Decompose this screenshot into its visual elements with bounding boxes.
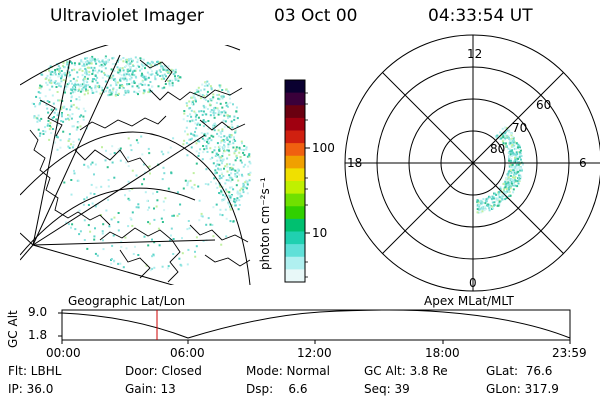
time-tick-0000: 00:00: [46, 346, 81, 360]
info-seq: Seq: 39: [364, 382, 410, 396]
colorbar-minor-ticks: [305, 92, 308, 278]
gc-alt-axis-label: GC Alt: [6, 310, 20, 348]
polar-grid: [344, 34, 600, 292]
info-mode: Mode: Normal: [246, 364, 330, 378]
colorbar-label: photon cm⁻²s⁻¹: [258, 177, 272, 270]
info-glat: GLat: 76.6: [486, 364, 553, 378]
strip-ticks: [58, 312, 571, 344]
map-grid: [20, 45, 251, 285]
info-door: Door: Closed: [125, 364, 202, 378]
gc-alt-curve: [61, 309, 571, 339]
mlt-label-0: 0: [469, 276, 477, 290]
date-label: 03 Oct 00: [274, 6, 358, 26]
info-dsp: Dsp: 6.6: [246, 382, 308, 396]
info-glon: GLon: 317.9: [486, 382, 559, 396]
colorbar-tick-100: 100: [312, 141, 335, 155]
gc-alt-tick-1-8: 1.8: [28, 328, 48, 342]
geographic-caption: Geographic Lat/Lon: [68, 294, 186, 308]
polar-auroral-oval: [476, 126, 524, 214]
polar-plot: [344, 34, 600, 292]
colorbar: [284, 79, 310, 283]
info-flt: Flt: LBHL: [8, 364, 62, 378]
geographic-map: [20, 45, 252, 285]
info-gc-alt: GC Alt: 3.8 Re: [364, 364, 448, 378]
colorbar-tick-10: 10: [312, 226, 328, 240]
auroral-emission-dots: [31, 55, 252, 272]
info-gain: Gain: 13: [125, 382, 176, 396]
apex-caption: Apex MLat/MLT: [424, 294, 514, 308]
mlt-label-18: 18: [347, 156, 363, 170]
lat-label-70: 70: [512, 121, 528, 135]
time-tick-0600: 06:00: [170, 346, 205, 360]
lat-label-60: 60: [536, 98, 552, 112]
mlt-label-6: 6: [579, 156, 587, 170]
mlt-label-12: 12: [467, 47, 483, 61]
app-title: Ultraviolet Imager: [50, 6, 204, 26]
coastlines: [29, 59, 251, 283]
gc-alt-strip: [58, 309, 571, 344]
gc-alt-tick-9: 9.0: [28, 305, 48, 319]
info-ip: IP: 36.0: [8, 382, 54, 396]
time-tick-1800: 18:00: [425, 346, 460, 360]
lat-label-80: 80: [490, 142, 506, 156]
time-tick-1200: 12:00: [297, 346, 332, 360]
time-tick-2359: 23:59: [552, 346, 587, 360]
time-label: 04:33:54 UT: [428, 6, 533, 26]
